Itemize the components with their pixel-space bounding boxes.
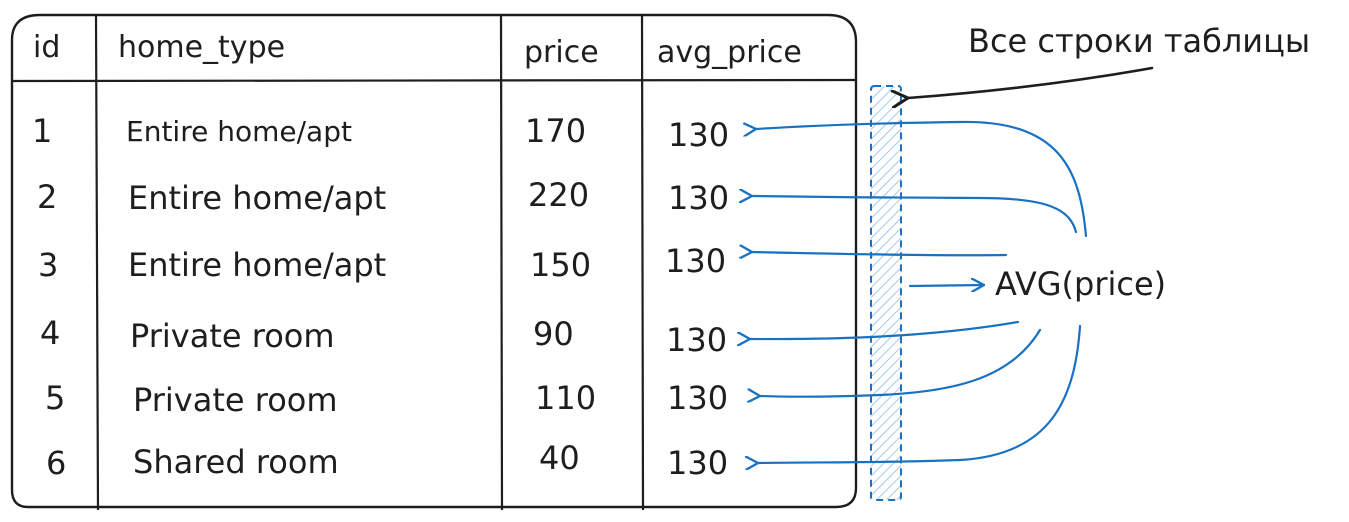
result-arrow-row-5 (760, 328, 1042, 397)
table-border (10, 13, 858, 509)
header-home-type: home_type (118, 30, 285, 65)
header-price: price (524, 35, 599, 70)
cell-avg-price: 130 (667, 444, 728, 482)
cell-price: 220 (528, 176, 589, 214)
cell-avg-price: 130 (667, 379, 728, 417)
column-divider-1 (94, 14, 100, 511)
cell-price: 40 (539, 439, 580, 477)
table: id home_type price avg_price 1 Entire ho… (10, 13, 858, 511)
cell-id: 1 (32, 112, 52, 150)
result-arrow-row-4 (750, 320, 1020, 339)
header-id: id (33, 30, 60, 65)
cell-id: 6 (46, 444, 66, 482)
table-row: 2 Entire home/apt 220 130 (37, 176, 729, 217)
header-avg-price: avg_price (657, 35, 802, 70)
function-label: AVG(price) (995, 265, 1166, 303)
result-arrow-row-6 (758, 324, 1082, 463)
cell-home-type: Entire home/apt (128, 179, 386, 217)
column-divider-2 (499, 14, 504, 511)
result-arrow-row-3 (752, 252, 1008, 255)
cell-price: 90 (533, 315, 574, 353)
cell-avg-price: 130 (668, 116, 729, 154)
cell-avg-price: 130 (668, 179, 729, 217)
all-rows-label: Все строки таблицы (968, 22, 1310, 60)
cell-home-type: Entire home/apt (128, 246, 386, 284)
table-row: 3 Entire home/apt 150 130 (38, 242, 726, 284)
table-row: 5 Private room 110 130 (45, 379, 728, 419)
result-arrow-row-1 (756, 120, 1088, 238)
cell-home-type: Private room (130, 317, 335, 355)
header-divider (11, 78, 857, 83)
table-row: 1 Entire home/apt 170 130 (32, 112, 729, 154)
window-frame-bar (870, 85, 902, 501)
cell-id: 3 (38, 246, 58, 284)
all-rows-arrow (908, 66, 1154, 98)
result-arrow-row-2 (752, 196, 1078, 234)
cell-price: 110 (535, 379, 596, 417)
cell-home-type: Shared room (133, 443, 339, 481)
cell-home-type: Private room (133, 381, 338, 419)
table-row: 4 Private room 90 130 (40, 314, 727, 359)
column-divider-3 (640, 14, 645, 511)
cell-price: 170 (525, 112, 586, 150)
table-row: 6 Shared room 40 130 (46, 439, 728, 482)
cell-id: 2 (37, 178, 57, 216)
cell-price: 150 (530, 246, 591, 284)
cell-id: 4 (40, 314, 60, 352)
bar-to-function-arrow (908, 285, 984, 286)
cell-id: 5 (45, 379, 65, 417)
cell-avg-price: 130 (665, 242, 726, 280)
cell-avg-price: 130 (666, 321, 727, 359)
result-arrows (750, 120, 1088, 463)
cell-home-type: Entire home/apt (126, 115, 352, 148)
